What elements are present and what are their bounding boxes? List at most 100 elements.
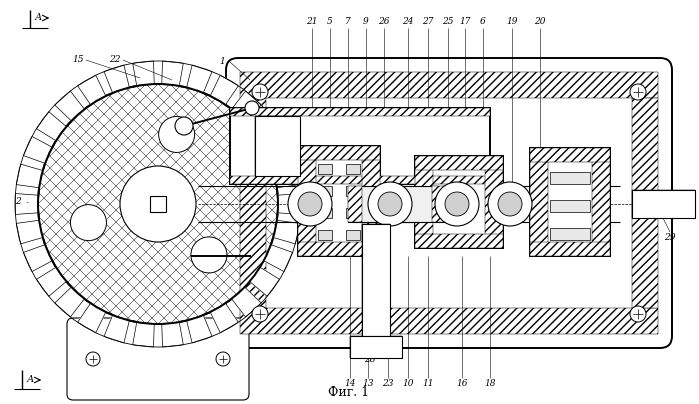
Bar [485,156,503,248]
Text: А: А [27,375,34,385]
Bar [240,98,266,308]
Text: 2: 2 [15,198,21,206]
Text: 16: 16 [456,379,468,389]
Polygon shape [55,91,85,121]
Text: 17: 17 [459,17,470,27]
Circle shape [159,116,194,152]
Circle shape [368,182,412,226]
Polygon shape [104,315,129,343]
Polygon shape [16,220,43,244]
Polygon shape [231,287,261,317]
Bar [362,146,380,256]
Bar [150,196,166,212]
Bar [362,224,390,336]
Bar [318,164,332,174]
Polygon shape [278,194,301,215]
Polygon shape [78,75,106,105]
Polygon shape [36,112,66,141]
Text: Фиг. 1: Фиг. 1 [329,385,370,398]
Text: 9: 9 [363,17,369,27]
Bar [240,308,658,334]
Bar [348,186,362,222]
Bar [632,190,695,218]
Circle shape [288,182,332,226]
FancyBboxPatch shape [67,318,249,400]
Bar [362,224,390,336]
Bar [415,156,503,170]
Bar [298,146,316,256]
Text: 6: 6 [480,17,486,27]
Bar [346,186,360,196]
Bar [530,148,610,162]
Polygon shape [210,75,238,105]
Polygon shape [250,112,280,141]
Polygon shape [24,245,52,271]
Text: 24: 24 [402,17,414,27]
Circle shape [38,84,278,324]
Bar [230,176,490,184]
Bar [255,116,300,176]
Text: 11: 11 [422,379,434,389]
Polygon shape [187,65,212,93]
Circle shape [252,306,268,322]
Text: 18: 18 [484,379,496,389]
Text: 28: 28 [364,356,376,364]
Text: 21: 21 [306,17,318,27]
Polygon shape [16,164,43,188]
Text: 29: 29 [664,234,676,242]
Bar [255,116,300,176]
Bar [348,186,446,222]
Bar [230,108,490,116]
Bar [350,336,402,358]
Polygon shape [133,322,154,347]
Bar [318,186,332,196]
Text: 25: 25 [442,17,454,27]
Circle shape [252,84,268,100]
Text: 15: 15 [72,55,84,65]
Circle shape [71,205,106,241]
Text: 1: 1 [219,57,225,67]
Circle shape [245,101,259,115]
Text: 7: 7 [345,17,351,27]
Polygon shape [78,303,106,333]
Bar [530,148,548,256]
Circle shape [435,182,479,226]
Circle shape [498,192,522,216]
Text: А: А [34,13,42,23]
Polygon shape [133,61,154,86]
Text: 14: 14 [344,379,356,389]
Polygon shape [15,194,38,215]
Bar [415,156,503,248]
Polygon shape [231,91,261,121]
Polygon shape [104,65,129,93]
Bar [298,146,380,160]
Bar [415,234,503,248]
Circle shape [630,306,646,322]
Bar [298,146,380,256]
FancyBboxPatch shape [226,58,672,348]
Circle shape [175,117,193,135]
Bar [550,200,590,212]
Text: 13: 13 [362,379,374,389]
Bar [298,242,380,256]
Circle shape [298,192,322,216]
Text: 5: 5 [327,17,333,27]
Circle shape [120,166,196,242]
Text: 20: 20 [534,17,546,27]
Bar [415,156,433,248]
Bar [530,242,610,256]
Circle shape [216,352,230,366]
Circle shape [86,352,100,366]
Polygon shape [24,137,52,163]
Text: 19: 19 [506,17,518,27]
Bar [318,208,332,218]
Polygon shape [36,267,66,296]
Bar [550,172,590,184]
Bar [318,230,332,240]
Text: 27: 27 [422,17,434,27]
Polygon shape [250,267,280,296]
Circle shape [488,182,532,226]
Circle shape [630,84,646,100]
Text: 26: 26 [378,17,390,27]
Bar [230,108,490,184]
